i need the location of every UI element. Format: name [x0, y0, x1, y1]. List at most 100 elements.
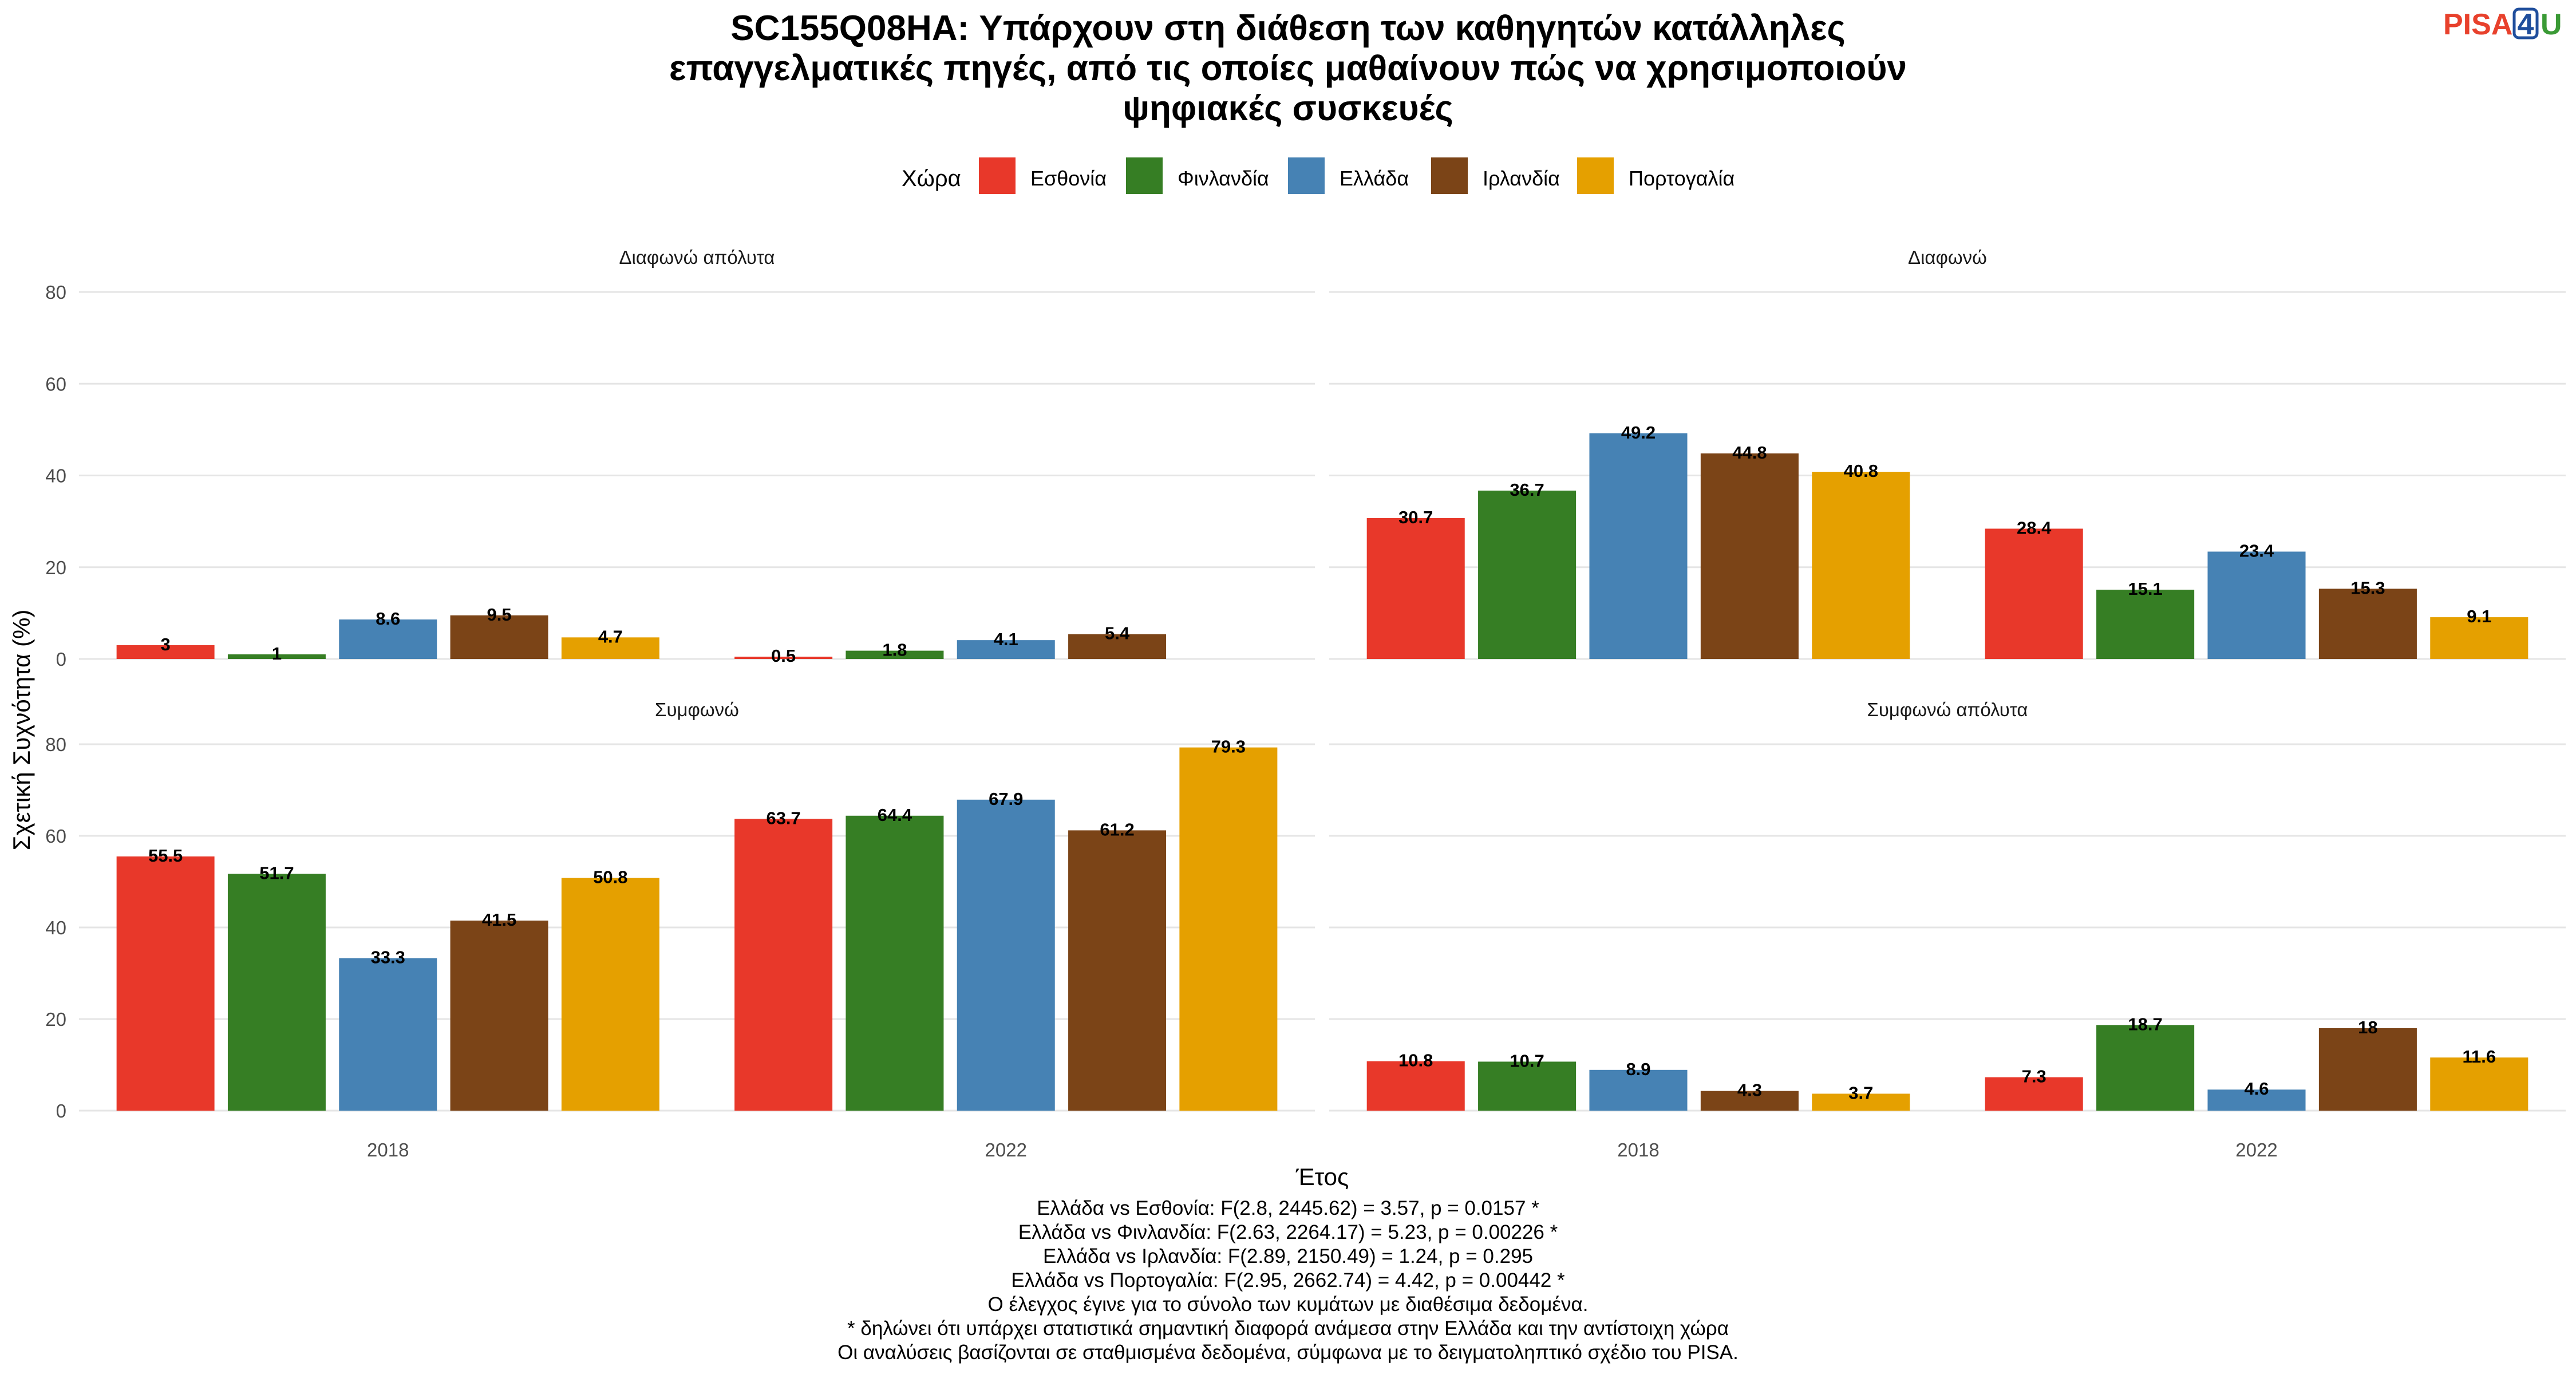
- caption-line-3: Ελλάδα vs Ιρλανδία: F(2.89, 2150.49) = 1…: [1043, 1245, 1533, 1268]
- facet-title: Συμφωνώ απόλυτα: [1867, 699, 2028, 720]
- bar-value-label: 7.3: [2022, 1067, 2046, 1087]
- bar-value-label: 61.2: [1100, 819, 1134, 839]
- bar: [1366, 1061, 1465, 1111]
- facet-panels: Διαφωνώ απόλυτα 0 20 40 60 80 3 1 8.6 9.5 4.7 0.5 1.…: [45, 247, 2566, 1160]
- chart-title-line-1: SC155Q08HA: Υπάρχουν στη διάθεση των καθ…: [730, 9, 1846, 48]
- bar-value-label: 50.8: [593, 867, 627, 887]
- caption-line-2: Ελλάδα vs Φινλανδία: F(2.63, 2264.17) = …: [1018, 1221, 1558, 1243]
- chart-title-line-3: ψηφιακές συσκευές: [1123, 89, 1453, 128]
- bar-value-label: 55.5: [148, 846, 183, 866]
- bar-value-label: 4.6: [2244, 1079, 2269, 1099]
- y-tick-label: 40: [45, 917, 66, 938]
- bar-value-label: 8.9: [1626, 1059, 1650, 1079]
- facet-panel: Συμφωνώ απόλυτα 10.8 10.7 8.9 4.3 3.7 2018 7.3 1…: [1329, 699, 2566, 1160]
- bar: [734, 819, 833, 1111]
- bar-value-label: 4.3: [1737, 1080, 1762, 1100]
- bar: [116, 645, 215, 659]
- chart-title-line-2: επαγγελματικές πηγές, από τις οποίες μαθ…: [669, 49, 1907, 88]
- bar: [227, 874, 326, 1111]
- y-tick-label: 60: [45, 826, 66, 847]
- bar: [957, 640, 1055, 659]
- bar-value-label: 5.4: [1105, 623, 1130, 643]
- y-tick-label: 0: [56, 649, 66, 670]
- y-tick-label: 80: [45, 282, 66, 303]
- legend-label: Ελλάδα: [1340, 167, 1409, 190]
- bar: [846, 815, 944, 1111]
- bar: [1478, 1061, 1577, 1111]
- bar-value-label: 3: [161, 634, 171, 654]
- bar: [339, 619, 437, 659]
- bar: [1985, 528, 2083, 659]
- bar: [1068, 634, 1167, 659]
- x-tick-label: 2018: [367, 1139, 409, 1160]
- legend-label: Πορτογαλία: [1629, 167, 1735, 190]
- bar-value-label: 28.4: [2017, 518, 2052, 538]
- bar: [2207, 1089, 2306, 1111]
- bar: [450, 615, 548, 659]
- bar-value-label: 33.3: [371, 947, 405, 968]
- bar-value-label: 36.7: [1510, 480, 1544, 500]
- legend-label: Εσθονία: [1030, 167, 1107, 190]
- legend-swatch: [979, 157, 1016, 194]
- bar: [1478, 490, 1577, 659]
- bar-value-label: 63.7: [766, 808, 800, 828]
- x-tick-label: 2022: [2235, 1139, 2277, 1160]
- bar-value-label: 8.6: [376, 609, 400, 629]
- caption-line-1: Ελλάδα vs Εσθονία: F(2.8, 2445.62) = 3.5…: [1037, 1197, 1539, 1219]
- bar: [2207, 551, 2306, 659]
- facet-title: Διαφωνώ: [1908, 247, 1987, 268]
- bar: [561, 637, 659, 659]
- legend-title: Χώρα: [902, 166, 961, 191]
- bar-value-label: 18: [2358, 1017, 2377, 1037]
- bar: [1366, 518, 1465, 659]
- bar: [2318, 589, 2417, 659]
- caption-notes: Ελλάδα vs Εσθονία: F(2.8, 2445.62) = 3.5…: [837, 1197, 1739, 1364]
- caption-line-4: Ελλάδα vs Πορτογαλία: F(2.95, 2662.74) =…: [1011, 1269, 1565, 1292]
- legend-swatch: [1577, 157, 1614, 194]
- logo-u-text: U: [2541, 8, 2562, 41]
- facet-panel: Συμφωνώ 0 20 40 60 80 55.5 51.7 33.3 41.5 50.8 2018…: [45, 699, 1315, 1160]
- bar-value-label: 0.5: [771, 646, 796, 666]
- x-tick-label: 2018: [1617, 1139, 1659, 1160]
- y-tick-label: 80: [45, 734, 66, 755]
- bar-value-label: 10.7: [1510, 1051, 1544, 1071]
- bar: [2430, 1057, 2528, 1111]
- bar-value-label: 64.4: [878, 805, 912, 825]
- facet-panel: Διαφωνώ απόλυτα 0 20 40 60 80 3 1 8.6 9.5 4.7 0.5 1.…: [45, 247, 1315, 670]
- bar-value-label: 11.6: [2462, 1047, 2496, 1067]
- facet-title: Συμφωνώ: [655, 699, 739, 720]
- bar: [450, 921, 548, 1111]
- bar: [1700, 453, 1799, 659]
- y-tick-label: 60: [45, 373, 66, 394]
- caption-line-5: Ο έλεγχος έγινε για το σύνολο των κυμάτω…: [988, 1293, 1589, 1316]
- logo-four-box: [2512, 7, 2539, 40]
- bar-value-label: 79.3: [1211, 737, 1246, 757]
- bar: [1812, 1093, 1910, 1111]
- bar-value-label: 44.8: [1732, 443, 1767, 463]
- bar: [339, 958, 437, 1111]
- bar-value-label: 1: [272, 643, 282, 664]
- bar: [734, 656, 833, 659]
- y-tick-label: 20: [45, 557, 66, 578]
- facet-panel: Διαφωνώ 30.7 36.7 49.2 44.8 40.8 28.4 15.1 23.4 1…: [1329, 247, 2566, 660]
- y-axis-title: Σχετική Συχνότητα (%): [8, 610, 35, 851]
- facet-title: Διαφωνώ απόλυτα: [619, 247, 775, 268]
- bar: [116, 856, 215, 1111]
- y-tick-label: 20: [45, 1009, 66, 1030]
- bar-value-label: 4.7: [598, 626, 623, 646]
- bar: [1589, 433, 1688, 659]
- bar: [227, 654, 326, 659]
- bar: [957, 799, 1055, 1111]
- legend-swatch: [1431, 157, 1468, 194]
- bar-value-label: 51.7: [259, 863, 294, 883]
- bar-value-label: 10.8: [1398, 1051, 1433, 1071]
- bar: [2430, 617, 2528, 659]
- bar-value-label: 15.1: [2128, 579, 2162, 599]
- chart-title: SC155Q08HA: Υπάρχουν στη διάθεση των καθ…: [669, 9, 1907, 128]
- caption-line-6: * δηλώνει ότι υπάρχει στατιστικά σημαντι…: [847, 1317, 1729, 1340]
- caption-line-7: Οι αναλύσεις βασίζονται σε σταθμισμένα δ…: [837, 1341, 1739, 1364]
- bar-value-label: 1.8: [882, 640, 907, 660]
- bar-value-label: 67.9: [989, 789, 1023, 809]
- bar: [2318, 1028, 2417, 1111]
